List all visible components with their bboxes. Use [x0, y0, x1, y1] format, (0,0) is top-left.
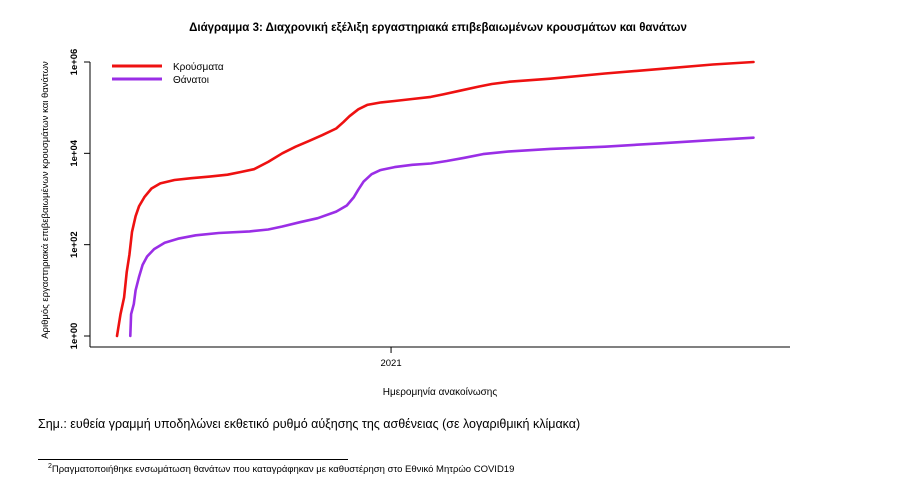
y-tick-label: 1e+04	[69, 139, 80, 166]
chart-title: Διάγραμμα 3: Διαχρονική εξέλιξη εργαστηρ…	[189, 22, 687, 34]
chart-note: Σημ.: ευθεία γραμμή υποδηλώνει εκθετικό …	[38, 417, 581, 431]
legend-label-deaths: Θάνατοι	[173, 74, 209, 86]
footnote-marker: 2	[48, 463, 52, 470]
plot-frame	[89, 62, 790, 348]
series-line-deaths	[129, 136, 755, 338]
x-axis-label: Ημερομηνία ανακοίνωσης	[383, 386, 498, 398]
legend: Κρούσματα Θάνατοι	[112, 61, 224, 86]
x-axis-ticks: 2021	[380, 347, 402, 369]
footnote-text: Πραγματοποιήθηκε ενσωμάτωση θανάτων που …	[51, 464, 515, 476]
y-tick-label: 1e+00	[69, 323, 80, 350]
case-death-chart: Διάγραμμα 3: Διαχρονική εξέλιξη εργαστηρ…	[40, 22, 790, 398]
legend-label-cases: Κρούσματα	[173, 61, 224, 73]
footnote: 2Πραγματοποιήθηκε ενσωμάτωση θανάτων που…	[48, 463, 514, 475]
series-layer	[115, 60, 755, 338]
y-axis-ticks: 1e+00 1e+02 1e+04 1e+06	[69, 49, 90, 350]
series-line-cases	[115, 60, 755, 338]
y-tick-label: 1e+06	[69, 49, 80, 76]
footnote-divider	[38, 459, 348, 460]
y-tick-label: 1e+02	[69, 231, 80, 258]
x-tick-label: 2021	[380, 358, 401, 369]
y-axis-label: Αριθμός εργαστηριακά επιβεβαιωμένων κρου…	[40, 61, 51, 339]
